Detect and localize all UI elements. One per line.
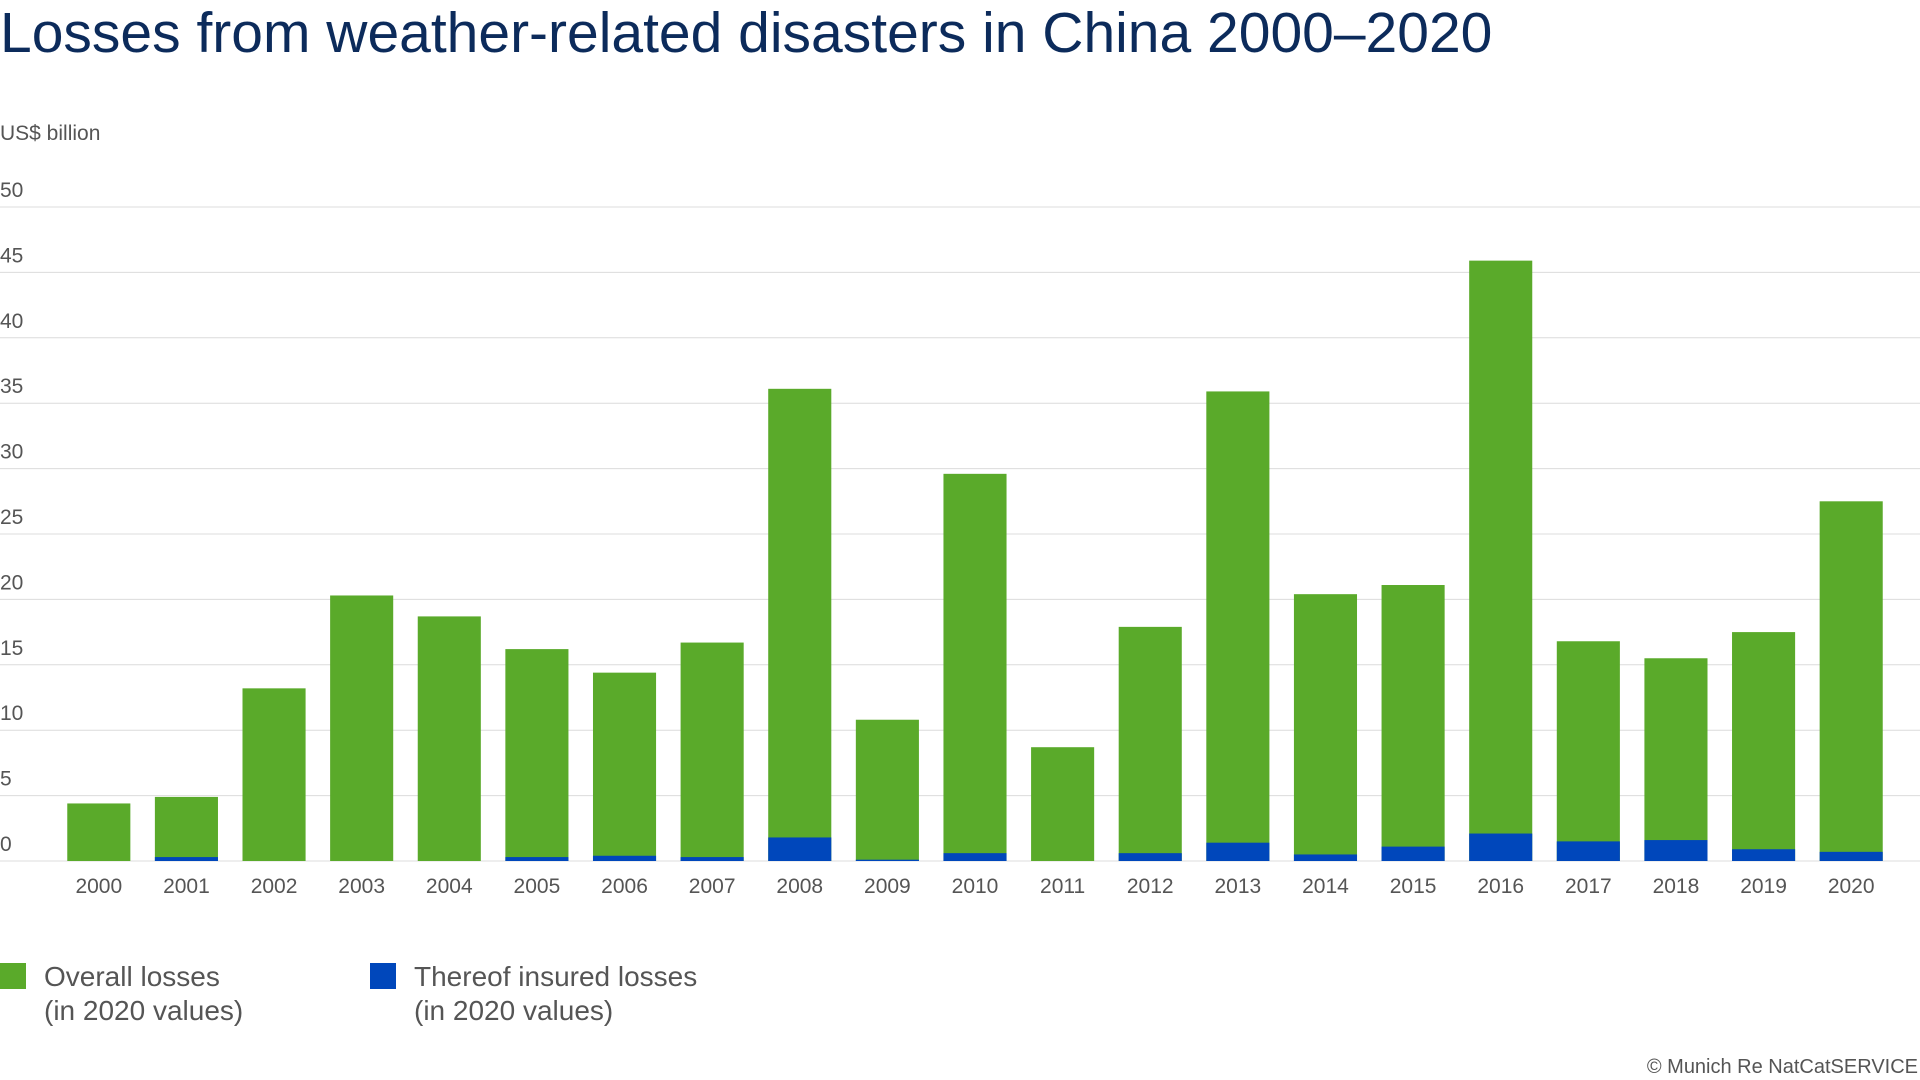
bar bbox=[505, 857, 569, 861]
y-tick-label: 15 bbox=[0, 637, 23, 660]
x-tick-label: 2002 bbox=[251, 875, 298, 898]
bar bbox=[1381, 585, 1445, 861]
legend-item: Overall losses (in 2020 values) bbox=[0, 960, 243, 1028]
bar bbox=[943, 853, 1007, 861]
bar bbox=[768, 388, 832, 861]
y-tick-label: 45 bbox=[0, 244, 23, 267]
bar bbox=[1206, 842, 1270, 861]
bar bbox=[943, 473, 1007, 861]
x-tick-label: 2017 bbox=[1565, 875, 1612, 898]
x-tick-label: 2013 bbox=[1214, 875, 1261, 898]
bar bbox=[1293, 594, 1358, 861]
bar bbox=[1031, 747, 1095, 861]
bar bbox=[242, 688, 306, 861]
bar bbox=[592, 672, 657, 861]
bar bbox=[1732, 849, 1796, 861]
x-tick-label: 2015 bbox=[1390, 875, 1437, 898]
bar bbox=[67, 803, 131, 861]
x-tick-label: 2014 bbox=[1302, 875, 1349, 898]
y-tick-label: 50 bbox=[0, 179, 23, 202]
bar bbox=[1118, 853, 1182, 861]
legend-label: Overall losses (in 2020 values) bbox=[44, 961, 244, 1026]
x-tick-label: 2019 bbox=[1740, 875, 1787, 898]
bar bbox=[1819, 501, 1883, 861]
bar bbox=[1381, 846, 1445, 861]
x-tick-label: 2020 bbox=[1828, 875, 1875, 898]
chart: US$ billion 0 5 10 15 20 25 30 35 40 45 50 2000 2001… bbox=[0, 122, 1920, 898]
y-tick-label: 25 bbox=[0, 506, 23, 529]
y-tick-label: 35 bbox=[0, 375, 23, 398]
bar bbox=[680, 642, 744, 861]
y-tick-label: 0 bbox=[0, 833, 12, 856]
y-axis-label: US$ billion bbox=[0, 122, 100, 145]
x-tick-label: 2008 bbox=[776, 875, 823, 898]
chart-title: Losses from weather-related disasters in… bbox=[0, 1, 1493, 65]
x-tick-label: 2012 bbox=[1127, 875, 1174, 898]
x-tick-label: 2011 bbox=[1040, 875, 1085, 898]
y-tick-label: 40 bbox=[0, 310, 23, 333]
x-tick-label: 2001 bbox=[163, 875, 210, 898]
bar bbox=[1469, 833, 1533, 861]
bar bbox=[1819, 851, 1883, 861]
bar bbox=[855, 859, 919, 861]
bar bbox=[855, 719, 919, 861]
source: © Munich Re NatCatSERVICE bbox=[1646, 1056, 1918, 1078]
bar bbox=[330, 595, 394, 861]
y-tick-label: 10 bbox=[0, 702, 23, 725]
y-tick-label: 30 bbox=[0, 441, 23, 464]
x-tick-label: 2018 bbox=[1653, 875, 1700, 898]
x-tick-label: 2005 bbox=[514, 875, 561, 898]
bar bbox=[1293, 854, 1358, 861]
x-tick-label: 2000 bbox=[75, 875, 122, 898]
bar bbox=[1644, 840, 1708, 861]
bar bbox=[680, 857, 744, 861]
x-tick-label: 2010 bbox=[952, 875, 999, 898]
bar bbox=[417, 616, 481, 861]
bar bbox=[154, 796, 218, 861]
legend-item: Thereof insured losses (in 2020 values) bbox=[370, 960, 697, 1028]
bar bbox=[1556, 641, 1620, 861]
legend-swatch bbox=[0, 963, 26, 989]
bar bbox=[1118, 626, 1182, 861]
y-tick-label: 20 bbox=[0, 571, 23, 594]
x-tick-label: 2006 bbox=[601, 875, 648, 898]
x-tick-label: 2004 bbox=[426, 875, 473, 898]
x-tick-label: 2003 bbox=[338, 875, 385, 898]
bar bbox=[1469, 260, 1533, 861]
bar bbox=[768, 837, 832, 861]
bar bbox=[1732, 632, 1796, 861]
legend-swatch bbox=[370, 963, 396, 989]
bar bbox=[1206, 391, 1270, 861]
bar bbox=[154, 857, 218, 861]
x-tick-label: 2009 bbox=[864, 875, 911, 898]
bar bbox=[1556, 841, 1620, 861]
x-tick-label: 2007 bbox=[689, 875, 736, 898]
y-tick-label: 5 bbox=[0, 768, 12, 791]
bar bbox=[505, 649, 569, 861]
bar bbox=[592, 855, 657, 861]
x-tick-label: 2016 bbox=[1477, 875, 1524, 898]
bar bbox=[1644, 658, 1708, 861]
legend-label: Thereof insured losses (in 2020 values) bbox=[414, 961, 698, 1026]
